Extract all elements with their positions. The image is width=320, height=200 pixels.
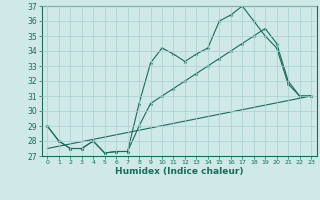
X-axis label: Humidex (Indice chaleur): Humidex (Indice chaleur) <box>115 167 244 176</box>
